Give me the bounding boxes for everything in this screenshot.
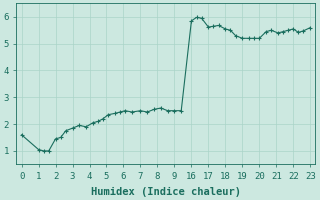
X-axis label: Humidex (Indice chaleur): Humidex (Indice chaleur) [91, 186, 241, 197]
